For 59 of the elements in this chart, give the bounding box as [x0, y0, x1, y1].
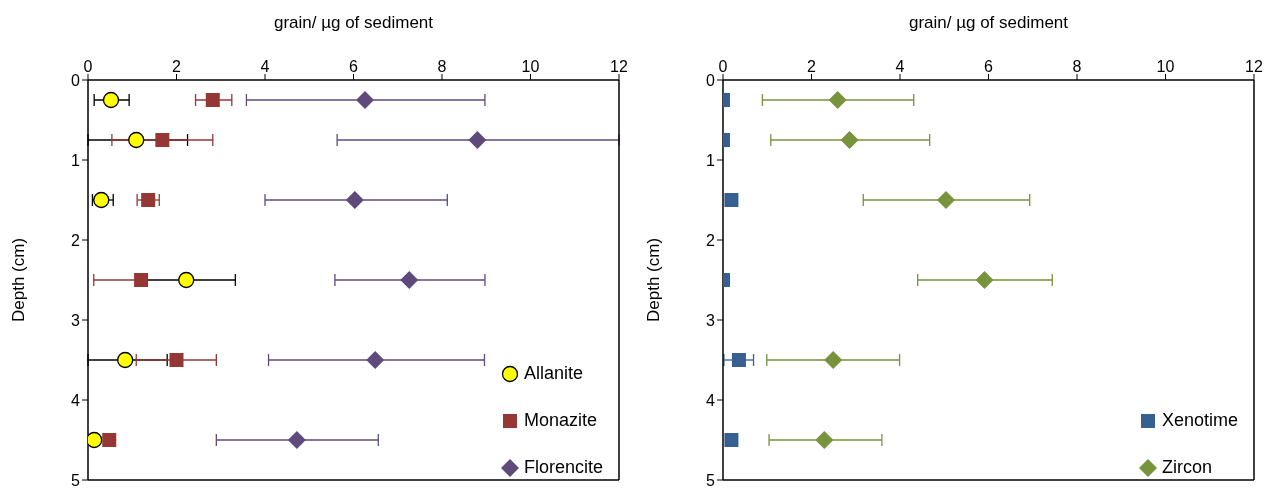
point	[287, 431, 306, 449]
legend-label: Zircon	[1161, 457, 1212, 478]
x-tick-label: 0	[718, 58, 728, 75]
point	[102, 433, 117, 447]
x-axis-title: grain/ µg of sediment	[908, 13, 1069, 33]
y-tick-label: 1	[71, 151, 81, 169]
x-tick-label: 8	[437, 58, 447, 75]
point	[178, 271, 195, 289]
y-tick-label: 4	[71, 391, 81, 409]
y-tick-label: 2	[71, 231, 81, 249]
x-axis-title: grain/ µg of sediment	[273, 13, 434, 33]
point	[155, 133, 170, 147]
x-tick-label: 0	[83, 58, 93, 75]
point	[102, 91, 120, 109]
y-tick-label: 4	[706, 391, 716, 409]
y-tick-label: 2	[706, 231, 716, 249]
point	[815, 431, 834, 449]
x-tick-label: 2	[172, 58, 182, 75]
point	[117, 351, 134, 369]
point	[88, 431, 103, 449]
x-tick-label: 4	[260, 58, 270, 75]
y-tick-label: 0	[71, 71, 81, 89]
legend-label: Monazite	[523, 410, 598, 431]
point	[468, 131, 487, 149]
x-tick-label: 12	[610, 58, 628, 75]
x-tick-label: 2	[807, 58, 817, 75]
x-tick-label: 6	[349, 58, 359, 75]
legend-label: Florencite	[523, 457, 603, 478]
y-tick-label: 5	[71, 471, 81, 489]
point	[169, 353, 184, 367]
y-axis-title: Depth (cm)	[644, 237, 664, 323]
point	[93, 191, 110, 209]
y-tick-label: 1	[706, 151, 716, 169]
y-tick-label: 0	[706, 71, 716, 89]
x-tick-label: 4	[895, 58, 905, 75]
point	[345, 191, 364, 209]
point	[128, 131, 145, 149]
point	[366, 351, 385, 369]
y-tick-label: 3	[706, 311, 716, 329]
point	[975, 271, 994, 289]
point	[937, 191, 956, 209]
x-tick-label: 10	[1156, 58, 1175, 75]
x-tick-label: 8	[1072, 58, 1082, 75]
x-tick-label: 12	[1245, 58, 1263, 75]
point	[356, 91, 375, 109]
x-tick-label: 6	[984, 58, 994, 75]
point	[141, 193, 156, 207]
point	[400, 271, 419, 289]
legend-label: Xenotime	[1161, 410, 1238, 431]
point	[205, 93, 220, 107]
y-axis-title: Depth (cm)	[9, 237, 29, 323]
point	[134, 273, 149, 287]
point	[840, 131, 859, 149]
legend-label: Allanite	[523, 363, 584, 384]
point	[828, 91, 847, 109]
point	[824, 351, 843, 369]
y-tick-label: 5	[706, 471, 716, 489]
y-tick-label: 3	[71, 311, 81, 329]
x-tick-label: 10	[521, 58, 540, 75]
